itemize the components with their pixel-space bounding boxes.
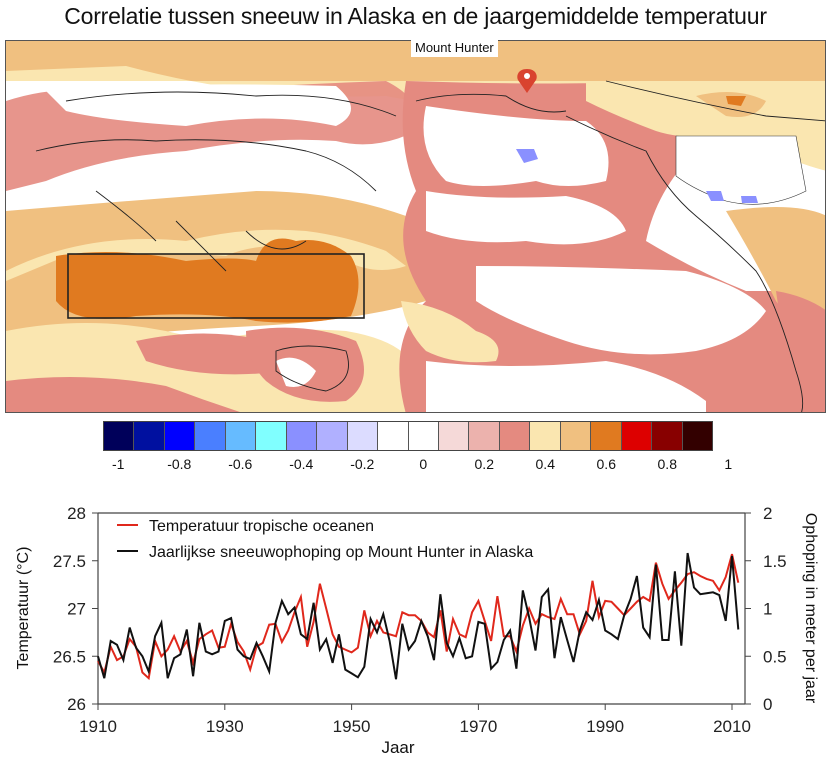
map-canvas [6,41,825,412]
map-negative-patch [516,149,538,163]
legend-label-snow: Jaarlijkse sneeuwophoping op Mount Hunte… [149,544,533,561]
x-tick-label: 1930 [206,717,244,736]
y-tick-label-right: 1 [763,600,772,619]
y-tick-label-right: 1.5 [763,552,787,571]
map-region-canada [586,81,825,171]
colorbar-tick-label: 0.8 [657,456,677,472]
colorbar-tick-label: 0 [419,456,428,472]
colorbar-cell [530,422,561,450]
y-tick-label-left: 27.5 [53,552,86,571]
colorbar-cell [408,422,439,450]
correlation-map [5,40,826,413]
colorbar-cell [134,422,165,450]
colorbar-cell [499,422,531,450]
x-tick-label: 1910 [79,717,117,736]
y-axis-label-right: Ophoping in meter per jaar [802,513,819,704]
colorbar-cell [652,422,683,450]
colorbar-cell [164,422,196,450]
colorbar-cell [591,422,622,450]
map-region [776,291,825,412]
colorbar-cell [378,422,409,450]
map-coastlines-america [415,80,825,412]
colorbar-cell [195,422,226,450]
colorbar-cell [317,422,348,450]
map-region [426,191,626,245]
colorbar-tick-label: 0.4 [535,456,555,472]
colorbar-tick-label: 0.2 [474,456,494,472]
colorbar-cell [469,422,500,450]
map-region-indian-ocean [56,238,359,323]
mount-hunter-label: Mount Hunter [411,38,498,57]
x-axis-label: Jaar [381,738,414,757]
y-tick-label-right: 2 [763,504,772,523]
line-chart: 1910 1930 1950 1970 1990 2010 26 26.5 27 27.5 28 0 0… [15,504,819,757]
y-tick-label-right: 0.5 [763,647,787,666]
chart-title: Correlatie tussen sneeuw in Alaska en de… [64,3,767,29]
colorbar-cell [438,422,470,450]
map-region [6,377,240,412]
colorbar-tick-label: -0.8 [167,456,192,472]
map-region-usa [675,135,807,205]
y-tick-label-left: 26 [67,695,86,714]
colorbar-tick-label: -0.4 [289,456,314,472]
colorbar-cell [286,422,318,450]
map-pin-icon[interactable] [517,69,537,93]
x-tick-label: 2010 [713,717,751,736]
y-axis-label-left: Temperatuur (°C) [15,547,32,670]
x-tick-label: 1950 [333,717,371,736]
map-region [426,361,706,412]
colorbar-tick-label: -0.2 [350,456,375,472]
colorbar-tick-label: -0.6 [228,456,253,472]
map-region [726,96,746,106]
map-negative-patch [706,191,758,203]
map-coastlines-asia [35,91,397,392]
colorbar-cell [347,422,379,450]
map-region [696,92,766,117]
y-tick-label-right: 0 [763,695,772,714]
colorbar-cell [256,422,287,450]
y-tick-label-left: 27 [67,600,86,619]
colorbar-tick-label: 0.6 [596,456,616,472]
y-tick-label-left: 28 [67,504,86,523]
map-region [401,301,499,363]
highlight-box [67,253,365,319]
x-tick-label: 1970 [459,717,497,736]
colorbar-cell [560,422,592,450]
colorbar-cell [104,422,135,450]
series-line-snow [97,552,740,680]
colorbar [103,421,713,451]
map-region [423,106,609,186]
colorbar-tick-label: 1 [724,456,733,472]
map-region [476,266,766,355]
x-tick-label: 1990 [586,717,624,736]
colorbar-cell [225,422,257,450]
y-tick-label-left: 26.5 [53,647,86,666]
legend-label-temperature: Temperatuur tropische oceanen [149,518,374,535]
map-region [46,84,351,126]
chart-legend: Temperatuur tropische oceanen Jaarlijkse… [117,518,533,561]
colorbar-tick-label: -1 [112,456,125,472]
colorbar-cell [621,422,653,450]
chart-axes: 1910 1930 1950 1970 1990 2010 26 26.5 27 27.5 28 0 0… [53,504,787,736]
chart-series [97,552,740,681]
series-line-temperature [97,553,740,681]
map-region [276,357,316,387]
colorbar-cell [682,422,713,450]
